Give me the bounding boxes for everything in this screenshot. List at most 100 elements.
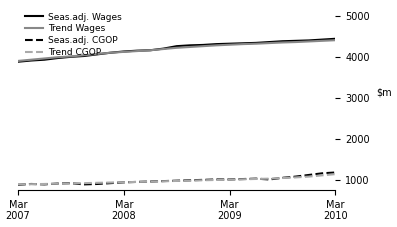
- Trend CGOP: [227, 178, 232, 181]
- Seas.adj. Wages: [174, 45, 179, 47]
- Seas.adj. CGOP: [280, 176, 285, 179]
- Y-axis label: $m: $m: [376, 88, 391, 98]
- Seas.adj. Wages: [42, 58, 47, 61]
- Seas.adj. Wages: [201, 44, 206, 46]
- Seas.adj. Wages: [108, 51, 113, 54]
- Seas.adj. Wages: [29, 59, 33, 62]
- Trend CGOP: [280, 177, 285, 179]
- Trend Wages: [161, 48, 166, 50]
- Trend Wages: [148, 49, 152, 52]
- Seas.adj. CGOP: [227, 178, 232, 181]
- Trend Wages: [82, 54, 87, 57]
- Trend CGOP: [241, 178, 245, 181]
- Trend Wages: [121, 51, 126, 53]
- Trend Wages: [320, 39, 325, 42]
- Trend CGOP: [201, 179, 206, 182]
- Trend Wages: [333, 39, 338, 42]
- Trend CGOP: [161, 180, 166, 183]
- Seas.adj. Wages: [254, 42, 258, 44]
- Seas.adj. CGOP: [201, 178, 206, 181]
- Trend Wages: [108, 51, 113, 54]
- Seas.adj. CGOP: [214, 178, 219, 181]
- Seas.adj. CGOP: [68, 182, 73, 185]
- Trend Wages: [55, 56, 60, 59]
- Seas.adj. CGOP: [82, 183, 87, 186]
- Trend Wages: [187, 46, 192, 48]
- Seas.adj. Wages: [95, 53, 100, 56]
- Line: Seas.adj. CGOP: Seas.adj. CGOP: [18, 173, 335, 185]
- Seas.adj. CGOP: [148, 180, 152, 183]
- Trend CGOP: [29, 183, 33, 185]
- Trend Wages: [201, 45, 206, 47]
- Seas.adj. Wages: [121, 50, 126, 53]
- Seas.adj. CGOP: [187, 179, 192, 182]
- Seas.adj. CGOP: [42, 183, 47, 186]
- Trend Wages: [214, 44, 219, 47]
- Seas.adj. CGOP: [306, 174, 311, 176]
- Seas.adj. Wages: [267, 41, 272, 43]
- Trend Wages: [135, 50, 139, 52]
- Seas.adj. Wages: [82, 55, 87, 57]
- Trend CGOP: [293, 176, 298, 179]
- Trend CGOP: [121, 181, 126, 184]
- Trend Wages: [241, 43, 245, 45]
- Seas.adj. Wages: [227, 42, 232, 45]
- Seas.adj. Wages: [280, 40, 285, 43]
- Trend CGOP: [82, 182, 87, 185]
- Trend CGOP: [135, 180, 139, 183]
- Seas.adj. CGOP: [320, 172, 325, 175]
- Seas.adj. CGOP: [293, 175, 298, 178]
- Seas.adj. Wages: [135, 49, 139, 52]
- Seas.adj. CGOP: [55, 182, 60, 185]
- Seas.adj. CGOP: [121, 181, 126, 184]
- Trend Wages: [306, 40, 311, 43]
- Trend Wages: [68, 55, 73, 58]
- Seas.adj. CGOP: [241, 178, 245, 180]
- Trend Wages: [29, 58, 33, 61]
- Seas.adj. CGOP: [254, 177, 258, 180]
- Seas.adj. Wages: [293, 39, 298, 42]
- Legend: Seas.adj. Wages, Trend Wages, Seas.adj. CGOP, Trend CGOP: Seas.adj. Wages, Trend Wages, Seas.adj. …: [23, 10, 124, 60]
- Line: Trend CGOP: Trend CGOP: [18, 174, 335, 184]
- Trend CGOP: [15, 183, 20, 186]
- Trend CGOP: [320, 174, 325, 177]
- Trend CGOP: [55, 182, 60, 185]
- Trend Wages: [15, 59, 20, 62]
- Seas.adj. CGOP: [267, 178, 272, 181]
- Seas.adj. Wages: [320, 38, 325, 41]
- Seas.adj. Wages: [333, 37, 338, 40]
- Trend Wages: [95, 53, 100, 55]
- Seas.adj. CGOP: [15, 183, 20, 186]
- Seas.adj. CGOP: [135, 180, 139, 183]
- Trend CGOP: [306, 175, 311, 178]
- Seas.adj. Wages: [68, 55, 73, 58]
- Trend Wages: [227, 43, 232, 46]
- Trend CGOP: [254, 178, 258, 180]
- Trend CGOP: [95, 181, 100, 184]
- Trend Wages: [254, 42, 258, 45]
- Seas.adj. CGOP: [161, 180, 166, 183]
- Trend CGOP: [187, 179, 192, 182]
- Seas.adj. CGOP: [333, 171, 338, 174]
- Trend CGOP: [108, 181, 113, 184]
- Seas.adj. Wages: [148, 49, 152, 52]
- Seas.adj. Wages: [15, 60, 20, 63]
- Seas.adj. CGOP: [174, 179, 179, 182]
- Trend Wages: [42, 57, 47, 60]
- Seas.adj. CGOP: [108, 182, 113, 185]
- Trend CGOP: [42, 183, 47, 185]
- Trend Wages: [280, 41, 285, 44]
- Seas.adj. CGOP: [95, 183, 100, 185]
- Trend Wages: [174, 47, 179, 49]
- Trend CGOP: [333, 173, 338, 175]
- Trend CGOP: [174, 180, 179, 182]
- Trend CGOP: [214, 179, 219, 181]
- Line: Seas.adj. Wages: Seas.adj. Wages: [18, 39, 335, 62]
- Seas.adj. Wages: [306, 39, 311, 42]
- Seas.adj. Wages: [214, 43, 219, 45]
- Trend CGOP: [267, 177, 272, 180]
- Seas.adj. Wages: [161, 47, 166, 50]
- Trend Wages: [293, 41, 298, 43]
- Line: Trend Wages: Trend Wages: [18, 40, 335, 61]
- Trend CGOP: [148, 180, 152, 183]
